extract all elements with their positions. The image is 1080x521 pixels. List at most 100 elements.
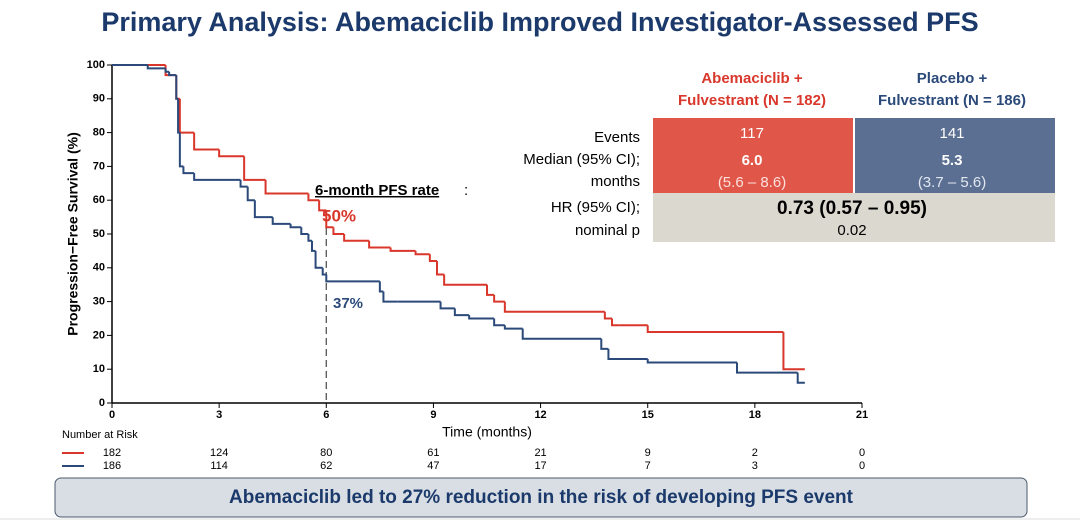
km-step <box>314 250 323 269</box>
row-label: HR (95% CI); <box>551 199 640 216</box>
km-step <box>468 315 495 320</box>
km-step <box>271 217 291 225</box>
km-step <box>414 250 430 256</box>
risk-count: 114 <box>210 460 228 472</box>
km-step <box>164 65 177 77</box>
km-step <box>378 281 384 293</box>
y-tick-label: 10 <box>93 363 105 375</box>
km-step <box>300 227 309 235</box>
km-step <box>289 223 302 229</box>
y-tick-label: 40 <box>93 262 105 274</box>
km-step <box>178 132 184 168</box>
km-step <box>146 65 166 70</box>
risk-count: 182 <box>103 447 121 459</box>
y-tick-label: 20 <box>93 329 105 341</box>
km-step <box>600 338 609 350</box>
km-step <box>307 234 312 242</box>
x-tick-label: 21 <box>856 409 868 421</box>
km-step <box>503 301 605 313</box>
table-header: Fulvestrant (N = 186) <box>878 92 1026 109</box>
row-label: Events <box>594 129 640 146</box>
annotation: : <box>464 182 468 199</box>
x-tick-label: 6 <box>323 409 329 421</box>
slide-title: Primary Analysis: Abemaciclib Improved I… <box>101 7 978 37</box>
y-axis-label: Progression−Free Survival (%) <box>65 132 81 335</box>
km-step <box>332 227 345 235</box>
km-step <box>493 294 505 303</box>
km-step <box>193 132 220 151</box>
risk-count: 7 <box>645 460 651 472</box>
km-step <box>321 267 327 276</box>
km-step <box>603 311 612 320</box>
km-step <box>318 200 327 212</box>
km-step <box>389 247 416 252</box>
risk-count: 0 <box>859 447 865 459</box>
km-step <box>493 318 505 327</box>
km-step <box>307 193 320 202</box>
km-step <box>443 274 487 286</box>
risk-label: Number at Risk <box>62 429 138 441</box>
risk-count: 61 <box>427 447 439 459</box>
row-label: nominal p <box>575 222 640 239</box>
km-step <box>218 149 245 158</box>
km-step <box>796 372 805 384</box>
row-label: Median (95% CI); <box>523 151 640 168</box>
risk-count: 9 <box>645 447 651 459</box>
km-step <box>428 254 437 263</box>
cell-text: 0.02 <box>837 222 866 239</box>
km-step <box>311 240 316 252</box>
cell-text: 5.3 <box>942 152 963 169</box>
km-step <box>782 332 805 371</box>
cell <box>653 193 1055 242</box>
x-tick-label: 9 <box>430 409 436 421</box>
risk-count: 2 <box>752 447 758 459</box>
km-step <box>607 348 648 361</box>
km-step <box>325 274 380 283</box>
km-step <box>182 166 195 175</box>
y-tick-label: 30 <box>93 296 105 308</box>
km-step <box>368 240 391 249</box>
cell-text: (3.7 – 5.6) <box>918 174 986 191</box>
risk-count: 186 <box>103 460 121 472</box>
km-step <box>646 325 784 334</box>
risk-count: 17 <box>534 460 546 472</box>
km-step <box>453 308 470 317</box>
km-step <box>239 179 248 188</box>
banner-box <box>54 477 1028 518</box>
km-step <box>243 156 266 181</box>
km-step <box>246 186 255 202</box>
km-step <box>175 75 179 100</box>
risk-count: 124 <box>210 447 228 459</box>
risk-count: 80 <box>320 447 332 459</box>
row-label: months <box>591 173 640 190</box>
table-header: Fulvestrant (N = 182) <box>678 92 826 109</box>
y-tick-label: 50 <box>93 228 105 240</box>
km-step <box>253 200 273 219</box>
km-step <box>736 362 798 374</box>
km-step <box>343 234 370 242</box>
annotation: 37% <box>333 295 363 312</box>
y-tick-label: 60 <box>93 194 105 206</box>
cell <box>653 118 853 193</box>
km-step <box>436 261 445 276</box>
annotation: 6-month PFS rate <box>315 182 439 199</box>
x-tick-label: 0 <box>109 409 115 421</box>
table-header: Placebo + <box>917 70 988 87</box>
y-tick-label: 100 <box>87 59 105 71</box>
annotation: 50% <box>322 206 356 225</box>
cell-text: 141 <box>939 125 964 142</box>
cell-text: 6.0 <box>742 152 763 169</box>
cell-text: 0.73 (0.57 – 0.95) <box>777 198 927 219</box>
x-tick-label: 15 <box>642 409 654 421</box>
km-step <box>164 68 170 73</box>
x-tick-label: 12 <box>534 409 546 421</box>
km-step <box>168 71 177 77</box>
x-tick-label: 18 <box>749 409 761 421</box>
risk-count: 3 <box>752 460 758 472</box>
cell-text: (5.6 – 8.6) <box>718 174 786 191</box>
km-step <box>646 359 737 364</box>
km-step <box>193 173 241 181</box>
y-tick-label: 70 <box>93 160 105 172</box>
km-step <box>503 325 523 330</box>
